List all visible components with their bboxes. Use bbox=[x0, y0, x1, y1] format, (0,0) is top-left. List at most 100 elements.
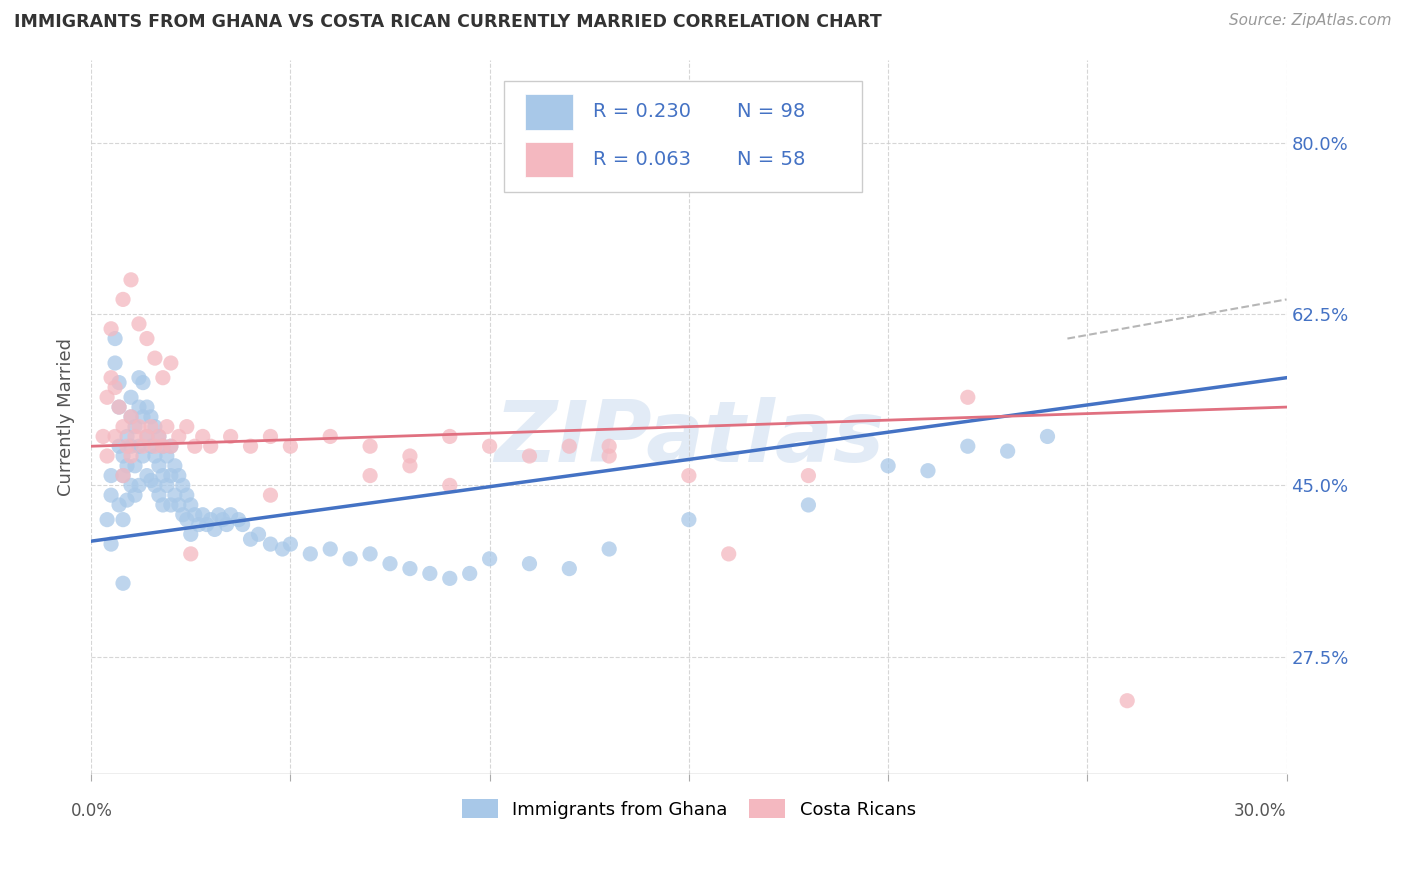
Point bbox=[160, 468, 183, 483]
Point bbox=[112, 513, 135, 527]
Point bbox=[1036, 429, 1059, 443]
Point bbox=[143, 419, 166, 434]
Point bbox=[797, 498, 820, 512]
Point bbox=[359, 439, 381, 453]
Point bbox=[152, 439, 174, 453]
Point bbox=[124, 458, 146, 473]
Point bbox=[180, 527, 202, 541]
Point bbox=[120, 273, 142, 287]
Point bbox=[115, 493, 138, 508]
Point bbox=[997, 444, 1019, 458]
Point bbox=[148, 429, 170, 443]
Point bbox=[156, 419, 179, 434]
Point bbox=[215, 517, 238, 532]
Point bbox=[176, 419, 198, 434]
Point bbox=[139, 474, 162, 488]
Point bbox=[458, 566, 481, 581]
Point bbox=[519, 449, 541, 463]
Point bbox=[128, 478, 150, 492]
Point bbox=[156, 449, 179, 463]
Point bbox=[100, 370, 122, 384]
Point bbox=[160, 498, 183, 512]
Point bbox=[319, 541, 342, 556]
Point bbox=[143, 449, 166, 463]
Point bbox=[180, 498, 202, 512]
Y-axis label: Currently Married: Currently Married bbox=[58, 338, 75, 496]
Point bbox=[200, 439, 222, 453]
Point bbox=[132, 409, 155, 424]
Point bbox=[280, 439, 302, 453]
Point bbox=[100, 488, 122, 502]
FancyBboxPatch shape bbox=[503, 81, 862, 192]
Point bbox=[108, 498, 131, 512]
Point bbox=[678, 513, 700, 527]
Point bbox=[299, 547, 322, 561]
Point bbox=[247, 527, 270, 541]
Point bbox=[167, 468, 190, 483]
Point bbox=[163, 488, 186, 502]
Point bbox=[519, 557, 541, 571]
Point bbox=[120, 409, 142, 424]
Point bbox=[172, 478, 194, 492]
Point bbox=[167, 498, 190, 512]
Point bbox=[104, 429, 127, 443]
Point bbox=[96, 449, 118, 463]
Point bbox=[115, 458, 138, 473]
Point bbox=[136, 429, 159, 443]
Point bbox=[399, 449, 422, 463]
Point bbox=[160, 439, 183, 453]
Point bbox=[100, 537, 122, 551]
Point bbox=[96, 513, 118, 527]
Point bbox=[160, 356, 183, 370]
Point bbox=[124, 419, 146, 434]
Point bbox=[120, 449, 142, 463]
Point bbox=[280, 537, 302, 551]
Point bbox=[598, 541, 620, 556]
Point bbox=[200, 513, 222, 527]
Point bbox=[558, 561, 581, 575]
Point bbox=[143, 439, 166, 453]
Point bbox=[184, 508, 207, 522]
Point bbox=[172, 508, 194, 522]
Point bbox=[112, 449, 135, 463]
Point bbox=[112, 419, 135, 434]
Text: IMMIGRANTS FROM GHANA VS COSTA RICAN CURRENTLY MARRIED CORRELATION CHART: IMMIGRANTS FROM GHANA VS COSTA RICAN CUR… bbox=[14, 13, 882, 31]
Point bbox=[124, 488, 146, 502]
Point bbox=[139, 439, 162, 453]
Text: N = 98: N = 98 bbox=[737, 103, 806, 121]
Point bbox=[399, 458, 422, 473]
Text: N = 58: N = 58 bbox=[737, 150, 806, 169]
Point bbox=[271, 541, 294, 556]
Point bbox=[219, 508, 242, 522]
Point bbox=[378, 557, 401, 571]
Point bbox=[148, 458, 170, 473]
Point bbox=[399, 561, 422, 575]
Point bbox=[191, 429, 214, 443]
Point bbox=[112, 468, 135, 483]
Point bbox=[128, 370, 150, 384]
Point bbox=[678, 468, 700, 483]
Point bbox=[598, 439, 620, 453]
Text: R = 0.230: R = 0.230 bbox=[593, 103, 692, 121]
Point bbox=[128, 419, 150, 434]
Point bbox=[128, 439, 150, 453]
Point bbox=[100, 468, 122, 483]
Text: Source: ZipAtlas.com: Source: ZipAtlas.com bbox=[1229, 13, 1392, 29]
Point bbox=[128, 317, 150, 331]
Point bbox=[136, 332, 159, 346]
Point bbox=[558, 439, 581, 453]
Point bbox=[112, 293, 135, 307]
Point bbox=[419, 566, 441, 581]
Point bbox=[91, 429, 114, 443]
Point bbox=[148, 488, 170, 502]
Point bbox=[132, 376, 155, 390]
Point bbox=[191, 508, 214, 522]
Legend: Immigrants from Ghana, Costa Ricans: Immigrants from Ghana, Costa Ricans bbox=[454, 792, 924, 826]
Point bbox=[112, 468, 135, 483]
Point bbox=[115, 429, 138, 443]
Point bbox=[104, 356, 127, 370]
Point bbox=[359, 468, 381, 483]
Point bbox=[120, 409, 142, 424]
Point bbox=[136, 400, 159, 414]
Point bbox=[204, 523, 226, 537]
